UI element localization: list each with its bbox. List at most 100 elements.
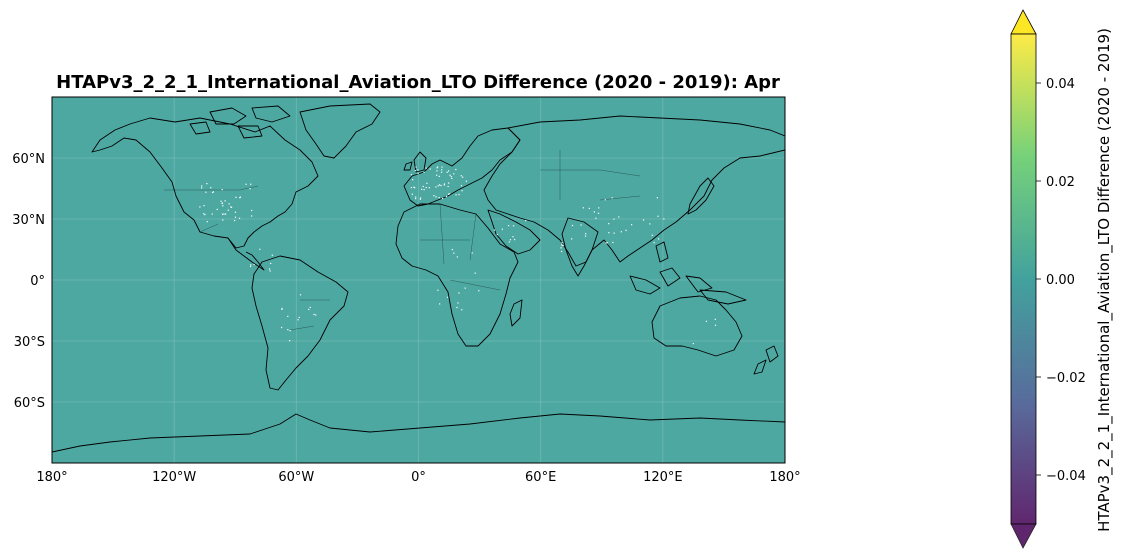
x-tick-label: 0° xyxy=(411,470,426,485)
airport-marker xyxy=(455,168,457,171)
airport-marker xyxy=(309,306,311,309)
airport-marker xyxy=(220,200,222,202)
airport-marker xyxy=(496,233,498,236)
airport-marker xyxy=(598,207,600,209)
airport-marker xyxy=(458,292,460,294)
airport-marker xyxy=(435,186,437,188)
airport-marker xyxy=(234,211,237,213)
airport-marker xyxy=(456,256,458,258)
airport-marker xyxy=(436,167,438,169)
airport-marker xyxy=(234,216,237,218)
airport-marker xyxy=(206,221,208,223)
airport-marker xyxy=(417,169,419,171)
coastline-japan xyxy=(687,177,715,215)
airport-marker xyxy=(414,187,416,189)
airport-marker xyxy=(618,216,620,218)
airport-marker xyxy=(455,194,457,196)
colorbar-tick-label: −0.04 xyxy=(1046,469,1086,484)
colorbar-extend-bottom xyxy=(1010,523,1037,549)
airport-marker xyxy=(453,173,455,175)
airport-marker xyxy=(560,250,563,253)
airport-marker xyxy=(604,199,606,201)
coastlines xyxy=(52,103,785,463)
airport-marker xyxy=(571,238,573,240)
airport-marker xyxy=(315,314,317,316)
airport-marker xyxy=(453,252,455,254)
airport-marker xyxy=(223,213,225,215)
airport-marker xyxy=(438,184,441,186)
airport-marker xyxy=(439,303,441,305)
airport-marker xyxy=(420,188,423,190)
airport-marker xyxy=(585,233,587,235)
airport-marker xyxy=(221,188,223,191)
coastline-british-isles xyxy=(403,151,427,173)
airport-marker xyxy=(608,232,610,234)
airport-marker xyxy=(562,244,564,247)
airport-marker xyxy=(210,187,212,189)
airport-marker xyxy=(584,235,587,237)
airport-marker xyxy=(451,248,453,251)
airport-marker xyxy=(239,196,242,198)
airport-marker xyxy=(441,166,443,168)
x-tick-label: 120°W xyxy=(152,470,196,485)
airport-marker xyxy=(560,247,562,249)
airport-marker xyxy=(410,174,413,176)
airport-marker xyxy=(582,207,584,209)
airport-marker xyxy=(507,225,510,227)
airport-marker xyxy=(597,212,600,214)
airport-marker xyxy=(211,213,213,215)
airport-marker xyxy=(224,200,226,202)
airport-marker xyxy=(230,206,233,208)
airport-marker xyxy=(269,270,271,272)
airport-marker xyxy=(612,241,614,244)
airport-marker xyxy=(212,191,214,193)
airport-marker xyxy=(606,242,609,244)
airport-marker xyxy=(449,174,451,176)
airport-marker xyxy=(465,180,468,182)
colorbar-tick-label: −0.02 xyxy=(1046,371,1086,386)
airport-marker xyxy=(501,228,503,230)
airport-marker xyxy=(436,170,438,172)
airport-marker xyxy=(203,213,205,215)
airport-marker xyxy=(299,294,302,296)
airport-marker xyxy=(201,187,203,189)
airport-marker xyxy=(289,340,291,342)
airport-marker xyxy=(448,193,451,195)
airport-marker xyxy=(287,315,289,318)
airport-marker xyxy=(580,224,582,226)
airport-marker xyxy=(281,307,283,310)
airport-marker xyxy=(714,324,717,326)
map-frame xyxy=(51,96,786,464)
airport-marker xyxy=(433,195,435,197)
coastline-australia xyxy=(651,295,743,357)
x-tick-label: 60°W xyxy=(278,470,314,485)
airport-marker xyxy=(245,183,247,185)
airport-marker xyxy=(435,196,437,198)
airport-marker xyxy=(613,232,615,234)
airport-marker xyxy=(419,197,422,199)
airport-marker xyxy=(429,168,431,170)
airport-marker xyxy=(423,189,425,191)
airport-marker xyxy=(561,242,563,244)
airport-marker xyxy=(251,215,253,217)
airport-marker xyxy=(443,183,446,185)
x-tick-label: 180° xyxy=(769,470,800,485)
coastline-new-zealand xyxy=(753,345,779,375)
airport-marker xyxy=(464,287,466,289)
airport-marker xyxy=(649,223,651,225)
x-tick-label: 120°E xyxy=(643,470,683,485)
airport-marker xyxy=(448,182,450,184)
airport-marker xyxy=(445,195,448,198)
airport-marker xyxy=(608,223,610,225)
airport-marker xyxy=(238,217,241,219)
airport-marker xyxy=(411,193,413,195)
airport-marker xyxy=(642,219,645,221)
airport-marker xyxy=(222,205,224,207)
airport-marker xyxy=(426,182,428,184)
airport-marker xyxy=(205,191,207,193)
airport-marker xyxy=(595,217,597,219)
airport-marker xyxy=(443,184,445,186)
map-panel xyxy=(51,96,786,464)
airport-marker xyxy=(297,319,299,321)
airport-marker xyxy=(228,203,230,205)
